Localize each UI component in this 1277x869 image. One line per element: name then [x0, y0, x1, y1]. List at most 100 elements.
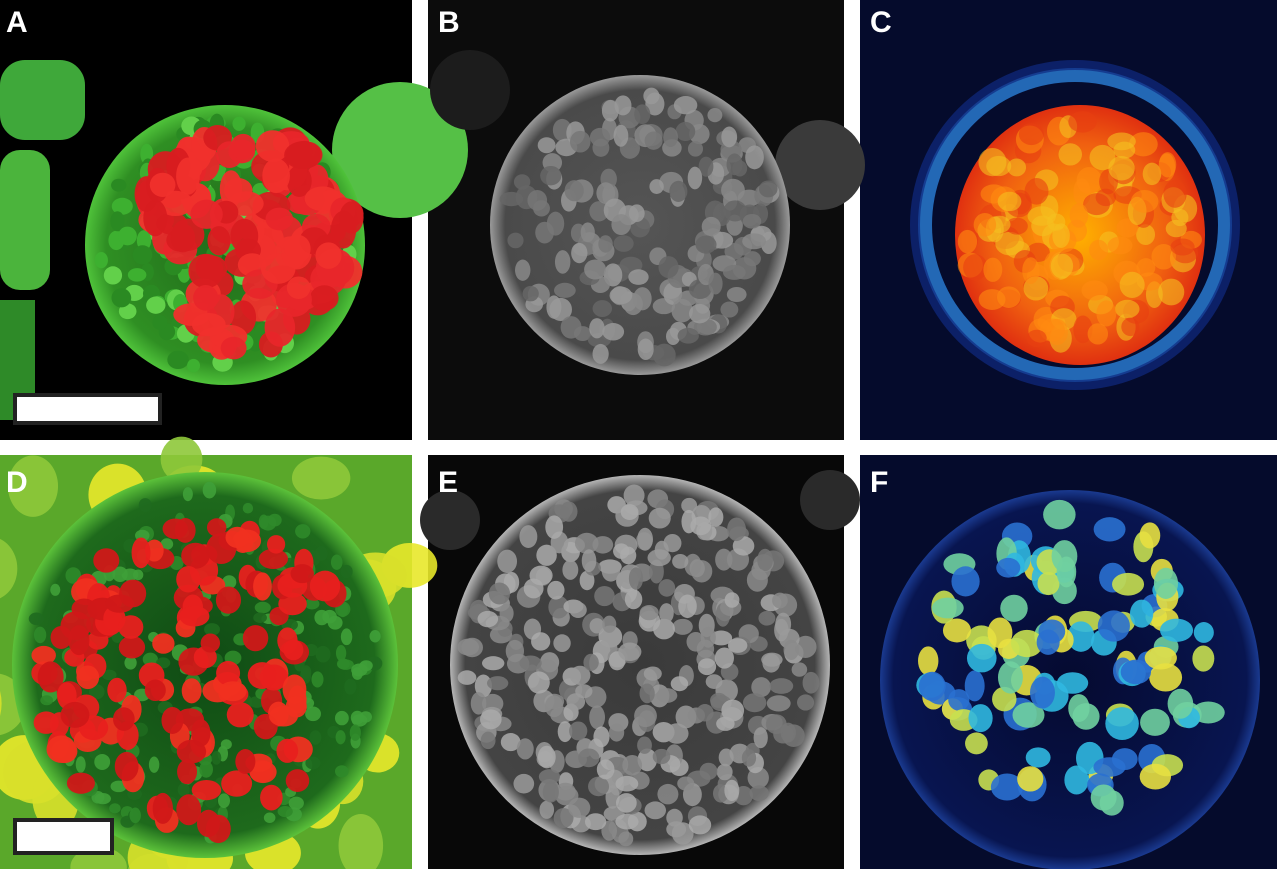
cell: [0, 690, 2, 716]
cell: [672, 553, 689, 569]
cell: [286, 276, 311, 300]
cell: [634, 104, 651, 125]
cell: [305, 706, 321, 722]
cell: [1038, 619, 1066, 644]
cell: [0, 538, 18, 599]
cell: [288, 796, 304, 810]
cell: [1027, 206, 1057, 226]
cell: [338, 814, 384, 869]
cell: [1005, 217, 1028, 235]
cell: [207, 226, 231, 256]
cell: [918, 646, 939, 676]
cell: [569, 130, 591, 153]
cell: [649, 179, 664, 194]
cell: [50, 583, 61, 596]
cell: [624, 589, 643, 610]
cell: [110, 211, 125, 232]
cell: [652, 343, 676, 367]
cell: [1139, 522, 1161, 549]
cell: [742, 233, 767, 250]
cell: [176, 157, 200, 195]
cell: [182, 487, 193, 502]
cell: [1149, 663, 1183, 692]
cell: [295, 524, 311, 539]
cell: [290, 564, 314, 584]
cell: [609, 286, 633, 305]
cell: [253, 572, 272, 601]
cell: [191, 780, 222, 801]
cell: [716, 763, 733, 781]
cell: [470, 692, 487, 715]
cell: [688, 815, 712, 835]
cell: [593, 726, 610, 748]
cell: [689, 303, 711, 324]
cell: [258, 514, 269, 530]
cell: [542, 781, 559, 803]
cell: [264, 308, 296, 347]
ring: [918, 68, 1232, 382]
cell: [537, 137, 556, 154]
scale-bar: [13, 393, 162, 425]
cell: [1108, 156, 1135, 181]
cell: [656, 688, 678, 703]
cell: [589, 318, 605, 339]
cell: [114, 751, 139, 782]
cell: [513, 174, 531, 190]
cell: [500, 733, 521, 752]
cell: [171, 218, 205, 251]
cell: [1129, 132, 1158, 157]
cell: [696, 704, 714, 722]
cell: [701, 216, 721, 237]
cell: [76, 665, 100, 690]
cell: [263, 812, 276, 823]
cell: [266, 535, 286, 554]
cell: [554, 282, 576, 298]
cell: [1087, 323, 1109, 345]
cell: [1043, 499, 1076, 530]
cell: [291, 456, 351, 500]
cell: [681, 497, 698, 514]
cell: [349, 724, 361, 741]
cell: [1107, 132, 1136, 151]
cell: [1192, 645, 1215, 672]
cell: [119, 579, 147, 608]
cell: [322, 609, 337, 624]
cell: [1191, 701, 1225, 724]
cell: [359, 711, 372, 723]
cell: [112, 566, 128, 583]
cell: [966, 643, 997, 673]
cell: [148, 756, 160, 773]
cell: [1165, 219, 1187, 238]
cell: [497, 549, 518, 574]
cell: [94, 792, 111, 805]
cell: [531, 632, 551, 651]
cell: [758, 610, 776, 626]
cell: [1022, 257, 1040, 284]
cell: [1121, 317, 1140, 337]
cell: [671, 298, 693, 323]
cell: [566, 693, 586, 711]
cell: [1076, 167, 1102, 195]
cell: [1056, 672, 1089, 694]
cell: [613, 235, 634, 252]
cell: [430, 50, 510, 130]
cell: [284, 234, 311, 264]
cell: [188, 253, 224, 289]
cell: [211, 751, 222, 765]
cell: [965, 732, 988, 755]
cell: [589, 201, 609, 222]
cell: [964, 670, 985, 702]
cell: [507, 232, 524, 249]
cell: [802, 671, 820, 694]
cell: [420, 490, 480, 550]
cell: [480, 709, 502, 730]
cell: [359, 660, 373, 672]
cell: [1058, 143, 1083, 166]
cell: [760, 231, 777, 255]
cell: [613, 124, 629, 147]
cell: [1158, 152, 1177, 178]
cell: [753, 727, 768, 749]
cell: [746, 568, 768, 592]
cell: [670, 676, 689, 692]
cell: [190, 199, 223, 229]
